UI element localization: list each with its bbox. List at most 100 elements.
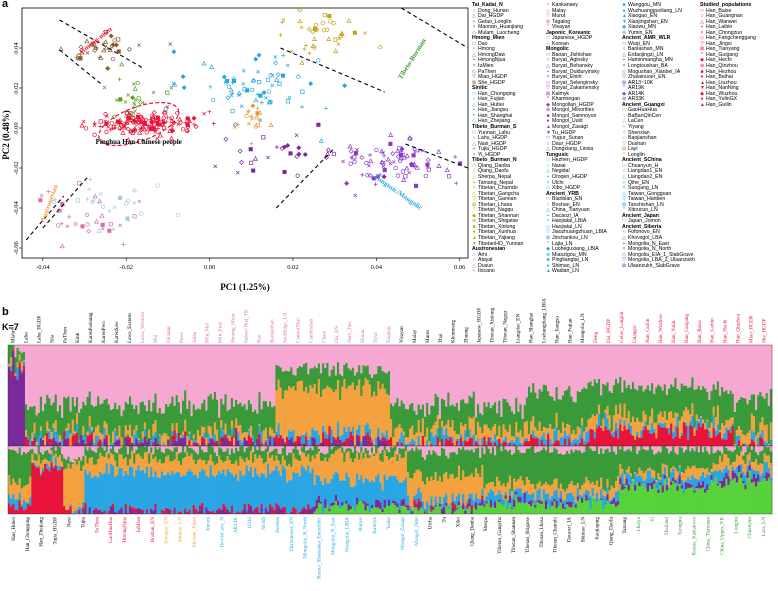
admixture-bar-segment (718, 481, 722, 484)
legend-label: Dai_HGDP (478, 13, 504, 20)
admixture-bar-segment (235, 512, 238, 514)
legend-marker-icon: □ (472, 90, 476, 97)
admixture-bar-segment (661, 485, 665, 493)
admixture-bar-segment (493, 501, 497, 509)
legend-marker-icon: □ (546, 196, 550, 203)
admixture-bar-segment (530, 345, 533, 393)
admixture-top-label: Htin_Pray (218, 321, 224, 343)
pca-point (118, 223, 122, 228)
admixture-bar-segment (349, 448, 353, 459)
admixture-bar-segment (710, 437, 713, 446)
admixture-bar-segment (415, 469, 418, 494)
admixture-bar-segment (508, 446, 512, 450)
pca-point (156, 119, 161, 125)
admixture-bar-segment (111, 507, 115, 514)
admixture-bottom-label: Tibetan_Lhasa (539, 516, 545, 547)
admixture-bar-segment (175, 472, 179, 514)
admixture-bar-segment (345, 500, 348, 504)
admixture-bar-segment (721, 423, 724, 438)
admixture-bar-segment (689, 386, 692, 415)
admixture-bar-segment (559, 483, 563, 492)
admixture-bar-segment (661, 492, 665, 514)
admixture-bar-segment (237, 425, 240, 432)
admixture-bar-segment (568, 385, 571, 426)
admixture-bar-segment (426, 403, 429, 428)
admixture-bottom-label: Ulcha (428, 516, 434, 529)
admixture-bar-segment (375, 446, 378, 454)
admixture-bar-segment (258, 392, 261, 425)
pca-point (359, 154, 365, 160)
admixture-top-label: Han_Yulin (671, 320, 677, 343)
admixture-bar-segment (343, 480, 346, 505)
admixture-bar-segment (296, 368, 300, 382)
admixture-bar-segment (379, 389, 382, 439)
admixture-bar-segment (95, 464, 98, 477)
legend-label: Hmong_Mien (472, 35, 505, 42)
pca-point (308, 81, 314, 87)
admixture-bar-segment (50, 446, 53, 448)
legend-marker-icon: ◇ (622, 135, 626, 142)
admixture-bar-segment (466, 446, 469, 450)
pca-point (131, 187, 138, 193)
pca-point (421, 148, 426, 153)
admixture-bar-segment (101, 345, 104, 404)
admixture-bar-segment (328, 446, 331, 458)
admixture-bar-segment (451, 474, 455, 494)
admixture-top-label: Murut (425, 329, 431, 343)
pca-point (137, 199, 142, 204)
admixture-bar-segment (470, 449, 474, 474)
admixture-bar-segment (394, 428, 397, 446)
admixture-bar-segment (319, 481, 323, 502)
admixture-bar-segment (564, 430, 567, 439)
admixture-bar-segment (506, 446, 510, 452)
legend-label: HmongNjua (478, 57, 506, 64)
admixture-bar-segment (145, 446, 149, 453)
admixture-bar-segment (481, 489, 484, 496)
admixture-bar-segment (252, 446, 255, 453)
admixture-bar-segment (538, 438, 542, 446)
admixture-bar-segment (723, 391, 726, 426)
legend-marker-icon: □ (622, 40, 626, 47)
admixture-bar-segment (640, 345, 643, 386)
admixture-bar-segment (735, 435, 739, 446)
admixture-bar-segment (124, 504, 128, 510)
cluster-guide-line (59, 49, 102, 85)
admixture-bar-segment (133, 476, 136, 509)
admixture-bar-segment (109, 442, 113, 446)
admixture-bar-segment (549, 345, 552, 397)
admixture-bar-segment (12, 493, 15, 504)
admixture-bar-segment (432, 345, 435, 406)
admixture-bottom-label: IuMien (136, 517, 142, 533)
admixture-bar-segment (20, 361, 24, 371)
pca-point (255, 111, 260, 116)
admixture-bar-segment (224, 345, 227, 395)
admixture-bar-segment (581, 502, 584, 514)
admixture-bar-segment (150, 467, 153, 509)
admixture-bar-segment (483, 436, 486, 446)
admixture-bar-segment (568, 434, 571, 439)
pca-point (88, 41, 95, 47)
admixture-bar-segment (593, 498, 597, 501)
admixture-bar-segment (676, 416, 679, 428)
admixture-bottom-label: Han_Hubei (11, 516, 17, 540)
admixture-bar-segment (763, 476, 766, 478)
admixture-bar-segment (634, 473, 637, 485)
pca-point (125, 126, 131, 132)
legend-entry: ◇ Baojianshan (622, 135, 695, 142)
admixture-bar-segment (347, 448, 351, 452)
admixture-bar-segment (135, 508, 138, 513)
legend-label: Qiang_Danba (478, 162, 511, 169)
admixture-bar-segment (324, 438, 327, 446)
admixture-bar-segment (275, 434, 278, 445)
admixture-bar-segment (752, 462, 756, 470)
admixture-bar-segment (118, 345, 121, 406)
admixture-bar-segment (551, 496, 554, 502)
admixture-bar-segment (224, 423, 227, 434)
admixture-bar-segment (525, 446, 529, 449)
admixture-bar-segment (351, 487, 355, 507)
admixture-bar-segment (453, 510, 457, 512)
admixture-bar-segment (266, 511, 270, 514)
admixture-bar-segment (184, 452, 187, 458)
admixture-bar-segment (224, 433, 227, 435)
admixture-bar-segment (515, 422, 518, 437)
